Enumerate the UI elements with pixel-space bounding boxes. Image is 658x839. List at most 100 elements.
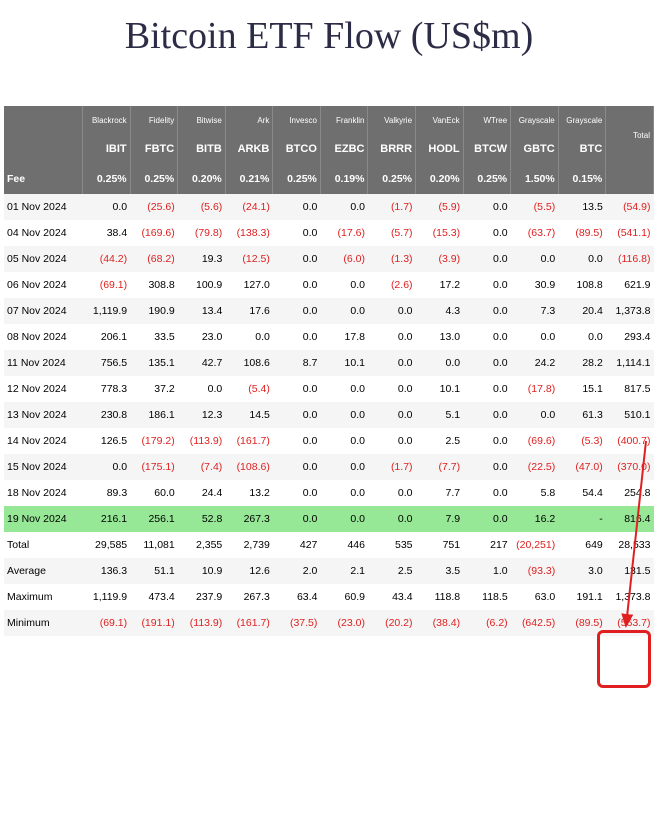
cell: (6.0) — [320, 246, 368, 272]
header-provider-total: Total — [606, 106, 654, 164]
header-provider-HODL: VanEck — [416, 106, 464, 134]
cell: 13.5 — [558, 194, 606, 220]
cell: (6.2) — [463, 610, 511, 636]
cell: 29,585 — [83, 532, 131, 558]
header-fee-HODL: 0.20% — [416, 164, 464, 194]
table-row: 19 Nov 2024216.1256.152.8267.30.00.00.07… — [4, 506, 654, 532]
cell: 256.1 — [130, 506, 178, 532]
cell: (79.8) — [178, 220, 226, 246]
cell: 17.8 — [320, 324, 368, 350]
cell: 751 — [416, 532, 464, 558]
cell: (5.4) — [225, 376, 273, 402]
header-provider-BRRR: Valkyrie — [368, 106, 416, 134]
header-ticker-EZBC: EZBC — [320, 134, 368, 164]
cell: (44.2) — [83, 246, 131, 272]
row-label: 06 Nov 2024 — [4, 272, 83, 298]
cell: (113.9) — [178, 428, 226, 454]
cell: 0.0 — [463, 480, 511, 506]
table-wrapper: BlackrockFidelityBitwiseArkInvescoFrankl… — [0, 106, 658, 646]
row-label: 12 Nov 2024 — [4, 376, 83, 402]
cell: 0.0 — [178, 376, 226, 402]
cell: 60.0 — [130, 480, 178, 506]
cell: 0.0 — [273, 480, 321, 506]
cell: (7.7) — [416, 454, 464, 480]
cell: (5.9) — [416, 194, 464, 220]
cell: (179.2) — [130, 428, 178, 454]
cell: 7.7 — [416, 480, 464, 506]
table-row: 14 Nov 2024126.5(179.2)(113.9)(161.7)0.0… — [4, 428, 654, 454]
cell: 1,373.8 — [606, 298, 654, 324]
cell: 0.0 — [463, 428, 511, 454]
cell: 11,081 — [130, 532, 178, 558]
cell: (161.7) — [225, 428, 273, 454]
table-row: 18 Nov 202489.360.024.413.20.00.00.07.70… — [4, 480, 654, 506]
row-label: Total — [4, 532, 83, 558]
cell: 17.6 — [225, 298, 273, 324]
cell: 38.4 — [83, 220, 131, 246]
cell: 0.0 — [320, 194, 368, 220]
header-fee-BITB: 0.20% — [178, 164, 226, 194]
cell: 0.0 — [225, 324, 273, 350]
cell: 473.4 — [130, 584, 178, 610]
cell: (15.3) — [416, 220, 464, 246]
cell: 7.3 — [511, 298, 559, 324]
row-label: Minimum — [4, 610, 83, 636]
cell: 118.8 — [416, 584, 464, 610]
cell: 0.0 — [463, 298, 511, 324]
cell: 24.2 — [511, 350, 559, 376]
cell: 0.0 — [273, 220, 321, 246]
row-label: 01 Nov 2024 — [4, 194, 83, 220]
cell: (5.5) — [511, 194, 559, 220]
cell: 131.5 — [606, 558, 654, 584]
cell: (20,251) — [511, 532, 559, 558]
cell: 254.8 — [606, 480, 654, 506]
cell: 13.4 — [178, 298, 226, 324]
row-label: 07 Nov 2024 — [4, 298, 83, 324]
cell: 23.0 — [178, 324, 226, 350]
cell: 61.3 — [558, 402, 606, 428]
cell: 0.0 — [511, 402, 559, 428]
cell: (38.4) — [416, 610, 464, 636]
cell: 0.0 — [558, 246, 606, 272]
cell: 0.0 — [273, 454, 321, 480]
cell: (89.5) — [558, 220, 606, 246]
cell: (370.0) — [606, 454, 654, 480]
cell: 267.3 — [225, 584, 273, 610]
cell: 63.4 — [273, 584, 321, 610]
cell: 0.0 — [368, 376, 416, 402]
row-label: 18 Nov 2024 — [4, 480, 83, 506]
cell: (1.7) — [368, 194, 416, 220]
cell: 0.0 — [368, 298, 416, 324]
cell: 2.1 — [320, 558, 368, 584]
cell: 0.0 — [83, 194, 131, 220]
cell: (63.7) — [511, 220, 559, 246]
cell: 33.5 — [130, 324, 178, 350]
cell: 756.5 — [83, 350, 131, 376]
cell: (68.2) — [130, 246, 178, 272]
cell: 186.1 — [130, 402, 178, 428]
header-provider-BITB: Bitwise — [178, 106, 226, 134]
cell: 2.0 — [273, 558, 321, 584]
cell: 5.1 — [416, 402, 464, 428]
cell: 649 — [558, 532, 606, 558]
cell: 1,119.9 — [83, 584, 131, 610]
header-provider-FBTC: Fidelity — [130, 106, 178, 134]
table-row: Minimum(69.1)(191.1)(113.9)(161.7)(37.5)… — [4, 610, 654, 636]
cell: 51.1 — [130, 558, 178, 584]
table-row: 15 Nov 20240.0(175.1)(7.4)(108.6)0.00.0(… — [4, 454, 654, 480]
header-fee-total — [606, 164, 654, 194]
table-row: Average136.351.110.912.62.02.12.53.51.0(… — [4, 558, 654, 584]
cell: 20.4 — [558, 298, 606, 324]
cell: 16.2 — [511, 506, 559, 532]
cell: 293.4 — [606, 324, 654, 350]
cell: (2.6) — [368, 272, 416, 298]
header-row-tickers: IBITFBTCBITBARKBBTCOEZBCBRRRHODLBTCWGBTC… — [4, 134, 654, 164]
cell: 427 — [273, 532, 321, 558]
row-label: 14 Nov 2024 — [4, 428, 83, 454]
row-label: 13 Nov 2024 — [4, 402, 83, 428]
cell: 191.1 — [558, 584, 606, 610]
table-row: 08 Nov 2024206.133.523.00.00.017.80.013.… — [4, 324, 654, 350]
cell: (191.1) — [130, 610, 178, 636]
cell: 13.0 — [416, 324, 464, 350]
cell: 3.5 — [416, 558, 464, 584]
